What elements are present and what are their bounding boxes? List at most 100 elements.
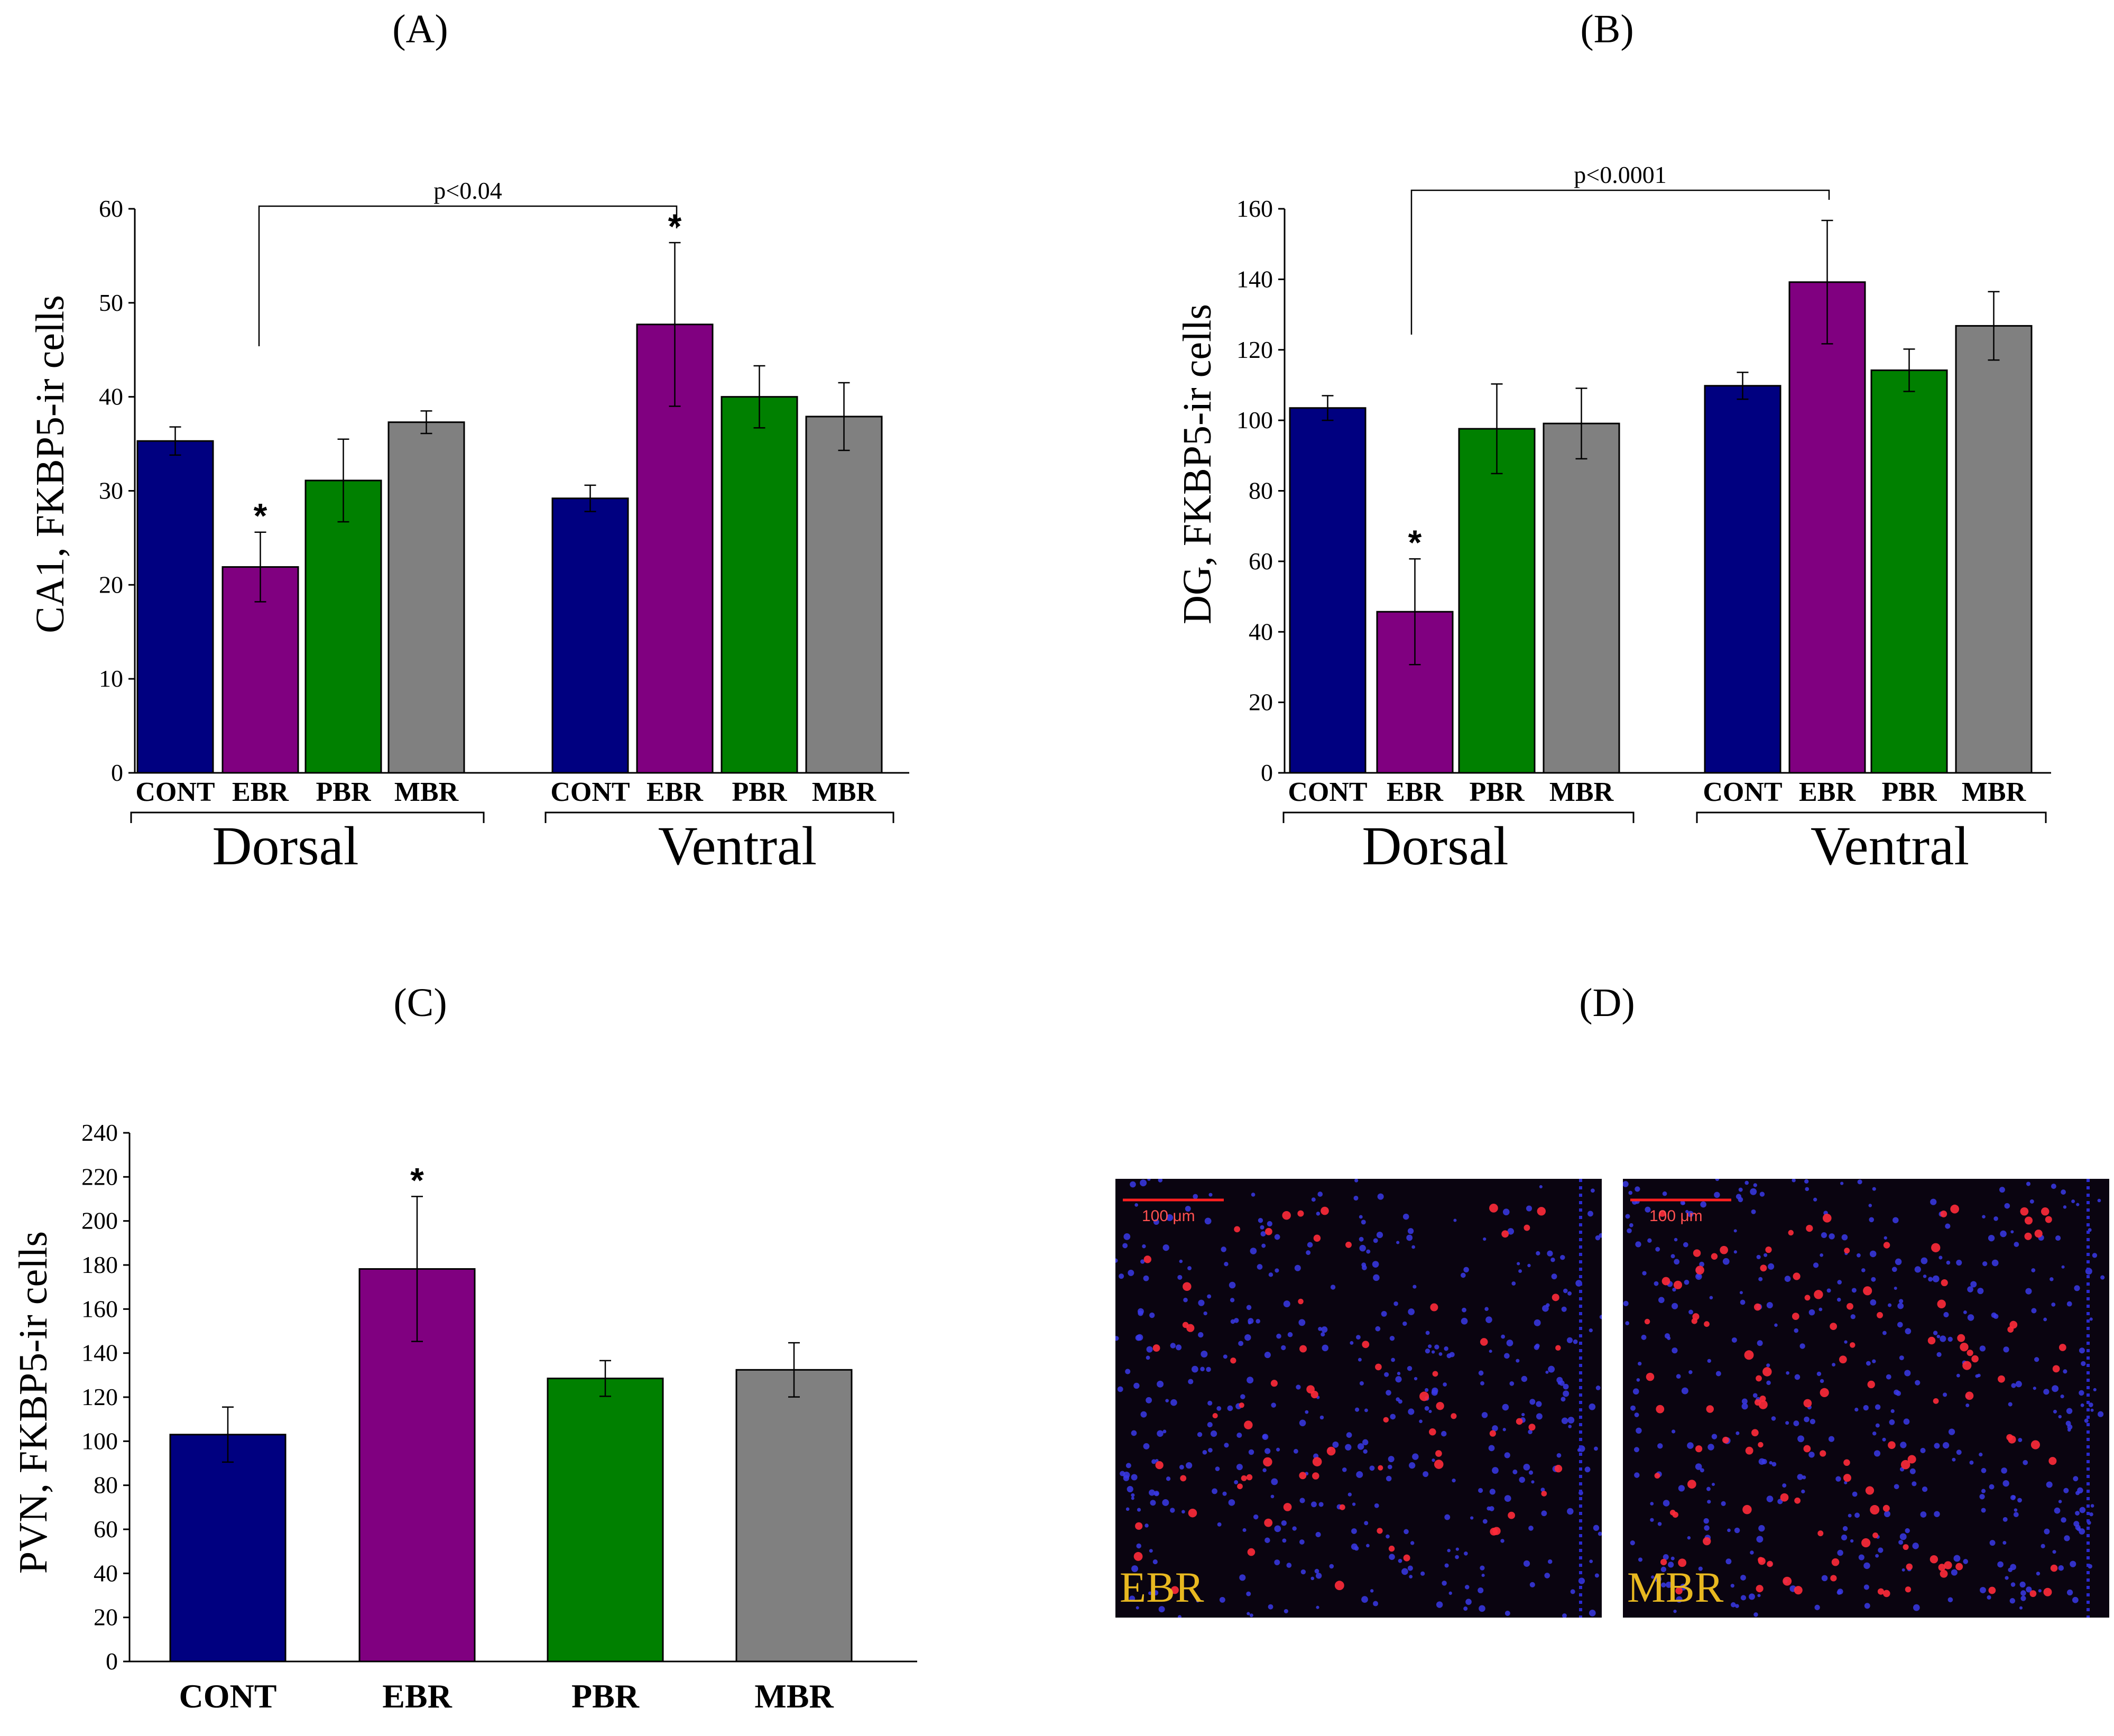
group-label-dorsal: Dorsal — [1362, 816, 1508, 876]
y-tick-label: 220 — [81, 1163, 118, 1190]
bar-ventral-ebr — [1788, 281, 1866, 774]
bar-dorsal-cont — [136, 440, 214, 774]
panel-c-chart: (C) PVN, FKBP5-ir cells 0 20 40 60 80 100 120 1… — [11, 981, 917, 1715]
group-bracket — [130, 811, 485, 823]
y-tick-label: 0 — [106, 1648, 118, 1675]
micrograph-ebr-background — [1115, 1179, 1602, 1618]
group-label-ventral: Ventral — [658, 816, 817, 876]
category-label: PBR — [1882, 777, 1937, 807]
category-label: MBR — [754, 1677, 834, 1715]
panel-b-y-axis-label: DG, FKBP5-ir cells — [1175, 304, 1220, 624]
bar-ventral-cont — [1704, 385, 1781, 774]
group-bracket — [544, 811, 894, 823]
category-label: EBR — [647, 777, 704, 807]
y-tick-label: 60 — [94, 1516, 118, 1543]
y-tick-label: 60 — [99, 195, 123, 222]
bar-dorsal-cont — [1289, 407, 1367, 774]
y-tick-label: 50 — [99, 289, 123, 316]
category-label: EBR — [382, 1677, 452, 1715]
y-tick-label: 0 — [111, 759, 123, 786]
y-tick-label: 40 — [94, 1559, 118, 1586]
y-tick-label: 240 — [81, 1119, 118, 1146]
y-tick-label: 60 — [1249, 548, 1273, 575]
panel-c-y-axis-label: PVN, FKBP5-ir cells — [11, 1231, 56, 1574]
category-label: MBR — [1962, 777, 2027, 807]
category-label: PBR — [732, 777, 788, 807]
y-tick-label: 80 — [94, 1472, 118, 1499]
panel-d-micrographs: (D) 100 μm EBR 100 μm MBR — [1115, 981, 2109, 1618]
bar-ventral-cont — [551, 497, 629, 774]
y-tick-label: 40 — [99, 383, 123, 410]
comparison-bracket — [258, 205, 678, 346]
category-label: EBR — [1799, 777, 1856, 807]
comparison-p-value: p<0.04 — [433, 177, 502, 204]
y-tick-label: 200 — [81, 1207, 118, 1234]
y-tick-label: 10 — [99, 665, 123, 692]
significance-marker: * — [254, 496, 267, 535]
y-tick-label: 160 — [81, 1295, 118, 1322]
bar-dorsal-pbr — [304, 479, 382, 774]
category-label: EBR — [232, 777, 289, 807]
category-label: CONT — [135, 777, 215, 807]
y-tick-label: 100 — [1236, 407, 1273, 433]
category-label: PBR — [571, 1677, 640, 1715]
category-label: CONT — [1703, 777, 1782, 807]
comparison-p-value: p<0.0001 — [1574, 161, 1666, 188]
category-label: MBR — [394, 777, 459, 807]
significance-marker: * — [668, 207, 682, 246]
scale-bar-ebr-label: 100 μm — [1142, 1207, 1195, 1225]
y-tick-label: 40 — [1249, 618, 1273, 645]
scale-bar-mbr-label: 100 μm — [1649, 1207, 1703, 1225]
bar-ventral-mbr — [805, 415, 883, 774]
category-label: MBR — [1549, 777, 1614, 807]
bar-ventral-mbr — [1955, 325, 2033, 774]
micrograph-mbr-cells — [1623, 1179, 2105, 1618]
bar-pbr — [547, 1378, 664, 1663]
y-tick-label: 20 — [99, 571, 123, 598]
significance-marker: * — [1408, 523, 1422, 562]
y-tick-label: 80 — [1249, 477, 1273, 504]
category-label: CONT — [179, 1677, 277, 1715]
micrograph-mbr: 100 μm MBR — [1623, 1179, 2109, 1618]
bar-mbr — [735, 1369, 853, 1663]
category-label: CONT — [550, 777, 630, 807]
group-bracket — [1282, 811, 1635, 823]
panel-a-title: (A) — [392, 7, 448, 51]
y-tick-label: 160 — [1236, 195, 1273, 222]
comparison-bracket — [1410, 189, 1830, 335]
y-tick-label: 180 — [81, 1251, 118, 1278]
micrograph-ebr-label: EBR — [1120, 1563, 1204, 1611]
y-tick-label: 20 — [1249, 689, 1273, 716]
category-label: PBR — [316, 777, 372, 807]
y-tick-label: 20 — [94, 1604, 118, 1631]
y-tick-label: 140 — [81, 1340, 118, 1366]
micrograph-ebr-cells — [1115, 1179, 1602, 1618]
y-tick-label: 120 — [1236, 336, 1273, 363]
y-tick-label: 0 — [1261, 759, 1273, 786]
bar-cont — [169, 1434, 287, 1663]
panel-a-chart: (A) CA1, FKBP5-ir cells 0 10 20 30 40 50 60 * *… — [28, 7, 909, 876]
micrograph-mbr-label: MBR — [1627, 1563, 1724, 1611]
panel-c-title: (C) — [393, 981, 447, 1025]
group-label-ventral: Ventral — [1811, 816, 1969, 876]
micrograph-ebr: 100 μm EBR — [1115, 1179, 1602, 1618]
panel-b-chart: (B) DG, FKBP5-ir cells 0 20 40 60 80 100 120 14… — [1175, 7, 2051, 876]
group-bracket — [1696, 811, 2047, 823]
y-tick-label: 30 — [99, 477, 123, 504]
panel-d-title: (D) — [1579, 981, 1635, 1025]
y-tick-label: 100 — [81, 1427, 118, 1454]
significance-marker: * — [410, 1160, 424, 1199]
micrograph-mbr-background — [1623, 1179, 2109, 1618]
panel-a-y-axis-label: CA1, FKBP5-ir cells — [28, 295, 72, 633]
panel-b-title: (B) — [1580, 7, 1633, 51]
y-tick-label: 120 — [81, 1383, 118, 1410]
bar-dorsal-mbr — [387, 421, 465, 774]
category-label: PBR — [1470, 777, 1525, 807]
bar-dorsal-mbr — [1543, 422, 1620, 774]
y-tick-label: 140 — [1236, 265, 1273, 292]
bar-ventral-pbr — [1870, 369, 1948, 774]
bar-dorsal-pbr — [1458, 428, 1536, 774]
bar-ventral-pbr — [721, 396, 798, 774]
category-label: MBR — [812, 777, 877, 807]
